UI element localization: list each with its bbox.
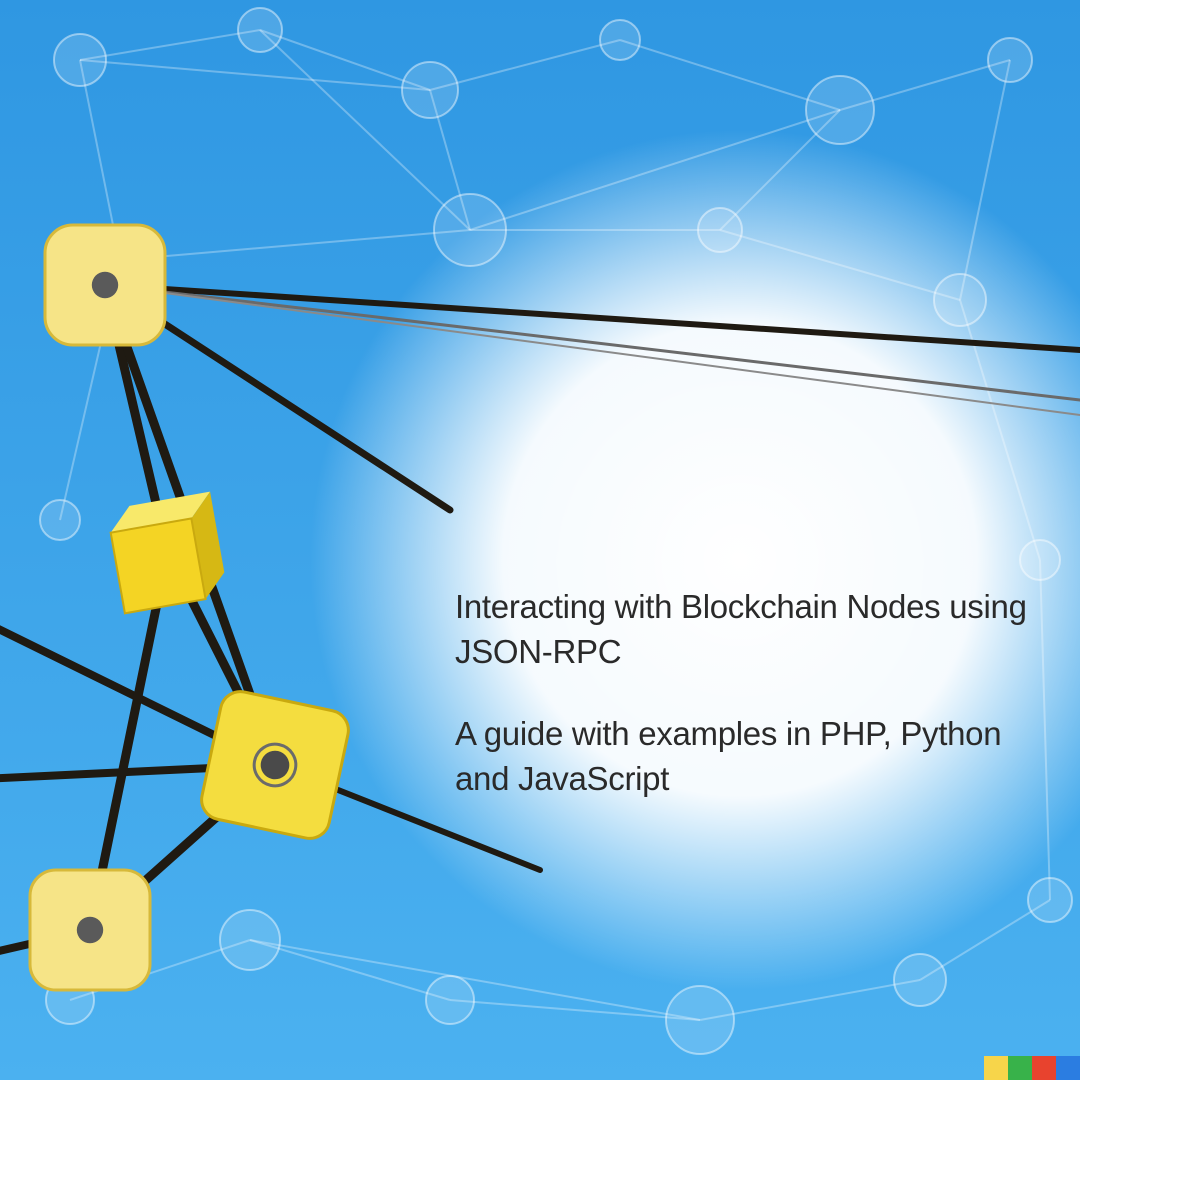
swatch-1 [1008,1056,1032,1080]
corner-swatches [984,1056,1080,1080]
foreground-network [0,0,1080,1080]
title: Interacting with Blockchain Nodes using … [455,585,1035,674]
right-padding [1080,0,1200,1080]
block-node-d [30,870,150,990]
subtitle: A guide with examples in PHP, Python and… [455,712,1035,801]
block-node-c [198,688,352,842]
swatch-0 [984,1056,1008,1080]
block-node-a [45,225,165,345]
swatch-2 [1032,1056,1056,1080]
text-block: Interacting with Blockchain Nodes using … [455,585,1035,801]
infographic-canvas: Interacting with Blockchain Nodes using … [0,0,1080,1080]
bottom-padding [0,1080,1200,1200]
swatch-3 [1056,1056,1080,1080]
